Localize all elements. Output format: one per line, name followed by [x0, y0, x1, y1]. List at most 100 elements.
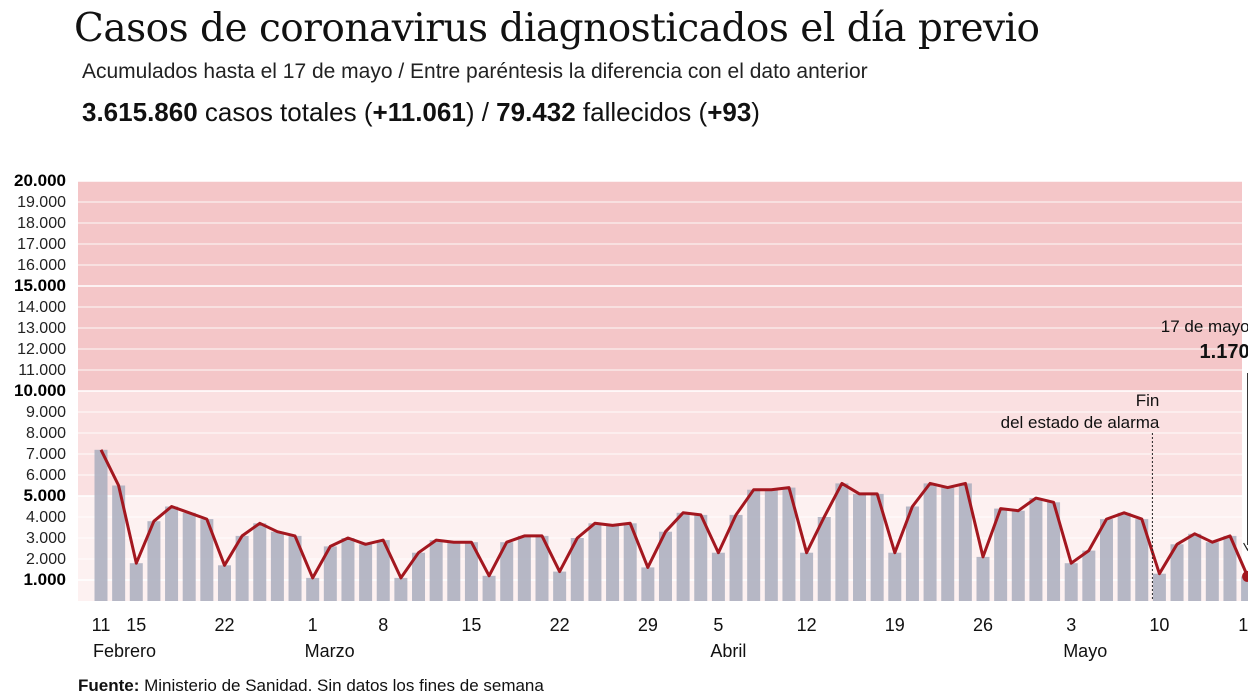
bar — [1064, 563, 1078, 601]
y-tick-label: 10.000 — [14, 381, 66, 400]
bar — [570, 538, 584, 601]
bar — [1047, 502, 1061, 601]
total-deaths-diff: +93 — [707, 97, 752, 127]
bar — [747, 489, 761, 601]
x-tick-label: 5 — [713, 615, 723, 635]
bar — [464, 542, 478, 601]
bar — [482, 575, 496, 601]
bar — [835, 483, 849, 601]
x-tick-label: 11 — [92, 615, 111, 635]
bar — [905, 506, 919, 601]
bar — [588, 523, 602, 601]
bar — [253, 523, 267, 601]
bar — [606, 525, 620, 601]
x-tick-label: 22 — [214, 615, 234, 635]
bar — [1099, 519, 1113, 601]
month-label: Marzo — [305, 641, 355, 661]
x-tick-label: 29 — [638, 615, 658, 635]
total-cases-text: casos totales ( — [197, 97, 373, 127]
x-tick-label: 22 — [550, 615, 570, 635]
annotation-value: 1.170 — [1200, 341, 1248, 363]
last-point-marker — [1242, 570, 1248, 582]
y-tick-label: 1.000 — [23, 570, 66, 589]
bar — [941, 487, 955, 601]
annotation-line1: Fin — [1136, 391, 1160, 410]
y-tick-label: 20.000 — [14, 171, 66, 190]
y-tick-label: 4.000 — [26, 509, 66, 526]
bar — [517, 535, 531, 601]
bar — [394, 577, 408, 601]
y-tick-label: 13.000 — [17, 320, 66, 337]
bar — [535, 535, 549, 601]
bar — [306, 577, 320, 601]
y-tick-label: 5.000 — [23, 486, 66, 505]
bar — [288, 535, 302, 601]
bar — [235, 535, 249, 601]
annotation-date: 17 de mayo — [1161, 317, 1248, 336]
bar — [1152, 573, 1166, 601]
bar — [658, 531, 672, 601]
bar — [217, 565, 231, 601]
x-tick-label: 15 — [126, 615, 146, 635]
y-tick-label: 14.000 — [17, 299, 66, 316]
bar — [1205, 542, 1219, 601]
bar-series — [94, 449, 1248, 601]
y-axis: 1.000 2.000 3.000 4.000 5.000 6.000 7.000 8.000… — [14, 171, 66, 589]
bar — [323, 546, 337, 601]
bar — [200, 519, 214, 601]
x-tick-label: 3 — [1066, 615, 1076, 635]
bar — [553, 571, 567, 601]
bar — [1188, 533, 1202, 601]
y-tick-label: 9.000 — [26, 404, 66, 421]
band-1 — [78, 391, 1242, 496]
bar — [1029, 498, 1043, 601]
chart-title: Casos de coronavirus diagnosticados el d… — [74, 6, 1040, 51]
bar — [429, 540, 443, 601]
y-tick-label: 16.000 — [17, 257, 66, 274]
bar — [676, 512, 690, 601]
bar — [1011, 510, 1025, 601]
total-cases: 3.615.860 — [82, 97, 198, 127]
month-label: Febrero — [93, 641, 156, 661]
y-tick-label: 15.000 — [14, 276, 66, 295]
bar — [800, 552, 814, 601]
bar — [376, 540, 390, 601]
bar — [958, 483, 972, 601]
bar — [341, 538, 355, 601]
bar — [1170, 544, 1184, 601]
bar — [359, 544, 373, 601]
y-tick-label: 11.000 — [18, 362, 66, 379]
bar — [976, 556, 990, 601]
x-tick-label: 11 — [1238, 615, 1248, 635]
total-deaths-text: fallecidos ( — [575, 97, 708, 127]
bar — [112, 485, 126, 601]
bar — [412, 552, 426, 601]
totals-summary: 3.615.860 casos totales (+11.061) / 79.4… — [82, 97, 760, 128]
x-axis: 11 15 22 1 8 15 22 29 5 12 19 26 3 10 11 Febrero Marzo Ab… — [92, 615, 1248, 661]
bar — [1135, 519, 1149, 601]
bar — [270, 531, 284, 601]
bar — [888, 552, 902, 601]
bar — [994, 508, 1008, 601]
x-tick-label: 1 — [308, 615, 318, 635]
x-tick-label: 19 — [885, 615, 905, 635]
bar — [147, 521, 161, 601]
grid-lines — [78, 180, 1242, 581]
bar — [853, 493, 867, 601]
x-tick-label: 8 — [378, 615, 388, 635]
bar — [711, 552, 725, 601]
bar — [870, 493, 884, 601]
y-tick-label: 6.000 — [26, 467, 66, 484]
annotation-line2: del estado de alarma — [1001, 413, 1160, 432]
y-tick-label: 7.000 — [26, 446, 66, 463]
y-tick-label: 8.000 — [26, 425, 66, 442]
bar — [623, 523, 637, 601]
chart-subtitle: Acumulados hasta el 17 de mayo / Entre p… — [82, 60, 868, 83]
bar — [729, 514, 743, 601]
bar — [1223, 535, 1237, 601]
total-cases-diff: +11.061 — [372, 97, 466, 127]
totals-end: ) — [751, 97, 760, 127]
source-label: Fuente: — [78, 676, 140, 695]
series-line — [99, 449, 1248, 580]
